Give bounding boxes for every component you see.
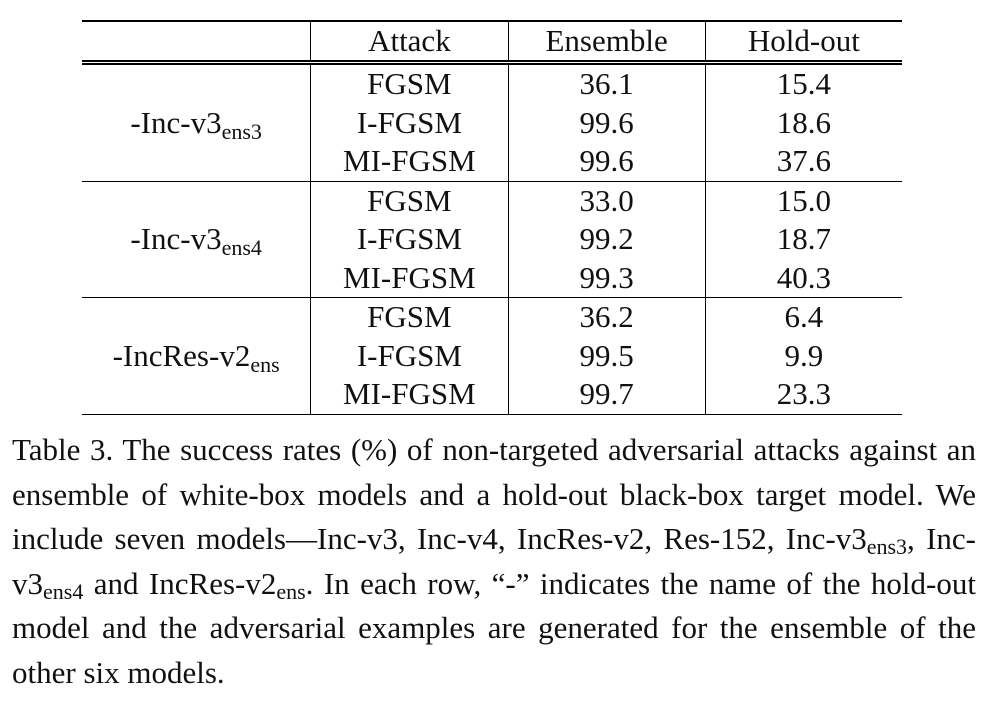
table-row: -Inc-v3ens3 FGSM 36.1 15.4 — [82, 62, 902, 182]
caption-sub-3: ens — [276, 578, 306, 604]
header-ensemble: Ensemble — [507, 20, 706, 63]
header-holdout: Hold-out — [704, 20, 902, 63]
model-subscript: ens — [250, 351, 280, 377]
holdout-cell: 15.4 — [704, 62, 902, 104]
results-table: Attack Ensemble Hold-out -Inc-v3ens3 FGSM… — [82, 20, 902, 415]
holdout-cell: 40.3 — [704, 258, 902, 298]
table-row: MI-FGSM 99.3 40.3 — [82, 258, 902, 298]
holdout-cell: 37.6 — [704, 142, 902, 182]
holdout-cell: 15.0 — [704, 181, 902, 220]
holdout-cell: 18.6 — [704, 103, 902, 142]
table-row: I-FGSM 99.5 9.9 — [82, 336, 902, 375]
caption-text-3: and IncRes-v2 — [83, 565, 277, 601]
table-row: MI-FGSM 99.6 37.6 — [82, 142, 902, 182]
table-caption: Table 3. The success rates (%) of non-ta… — [12, 428, 976, 695]
holdout-cell: 18.7 — [704, 220, 902, 259]
attack-cell: MI-FGSM — [310, 375, 508, 415]
model-name-cell: -Inc-v3ens3 — [82, 62, 311, 182]
model-subscript: ens3 — [221, 118, 262, 144]
ensemble-cell: 99.5 — [507, 336, 706, 375]
model-name-cell: -Inc-v3ens4 — [82, 181, 311, 298]
ensemble-cell: 99.6 — [507, 103, 706, 142]
holdout-cell: 9.9 — [704, 336, 902, 375]
attack-cell: FGSM — [310, 181, 508, 220]
holdout-cell: 23.3 — [704, 375, 902, 415]
model-name: -IncRes-v2 — [112, 337, 251, 373]
caption-text-1: Table 3. The success rates (%) of non-ta… — [12, 432, 976, 556]
table-row: I-FGSM 99.2 18.7 — [82, 220, 902, 259]
ensemble-cell: 36.2 — [507, 297, 706, 337]
attack-cell: MI-FGSM — [310, 258, 508, 298]
ensemble-cell: 99.6 — [507, 142, 706, 182]
model-name: -Inc-v3 — [130, 104, 222, 140]
ensemble-cell: 99.2 — [507, 220, 706, 259]
attack-cell: I-FGSM — [310, 336, 508, 375]
caption-text-4: . In each row, “-” indicates the name of… — [12, 565, 976, 690]
attack-cell: FGSM — [310, 62, 508, 104]
ensemble-cell: 99.3 — [507, 258, 706, 298]
caption-sub-2: ens4 — [43, 578, 84, 604]
table-row: -IncRes-v2ens FGSM 36.2 6.4 — [82, 297, 902, 415]
model-name: -Inc-v3 — [130, 221, 222, 256]
table-row: -Inc-v3ens4 FGSM 33.0 15.0 — [82, 181, 902, 298]
attack-cell: I-FGSM — [310, 220, 508, 259]
attack-cell: MI-FGSM — [310, 142, 508, 182]
attack-cell: I-FGSM — [310, 103, 508, 142]
table-header: Attack Ensemble Hold-out — [82, 20, 902, 63]
header-attack: Attack — [310, 20, 508, 63]
table-row: MI-FGSM 99.7 23.3 — [82, 375, 902, 415]
header-model — [82, 20, 311, 63]
attack-cell: FGSM — [310, 297, 508, 337]
holdout-cell: 6.4 — [704, 297, 902, 337]
caption-sub-1: ens3 — [866, 534, 908, 559]
table-row: I-FGSM 99.6 18.6 — [82, 103, 902, 142]
caption-text-2: , Inc-v3 — [12, 521, 976, 601]
model-subscript: ens4 — [221, 235, 262, 260]
ensemble-cell: 99.7 — [507, 375, 706, 415]
model-name-cell: -IncRes-v2ens — [82, 297, 311, 415]
ensemble-cell: 36.1 — [507, 62, 706, 104]
ensemble-cell: 33.0 — [507, 181, 706, 220]
table-body: -Inc-v3ens3 FGSM 36.1 15.4 I-FGSM 99.6 18.6 MI-… — [82, 62, 902, 415]
